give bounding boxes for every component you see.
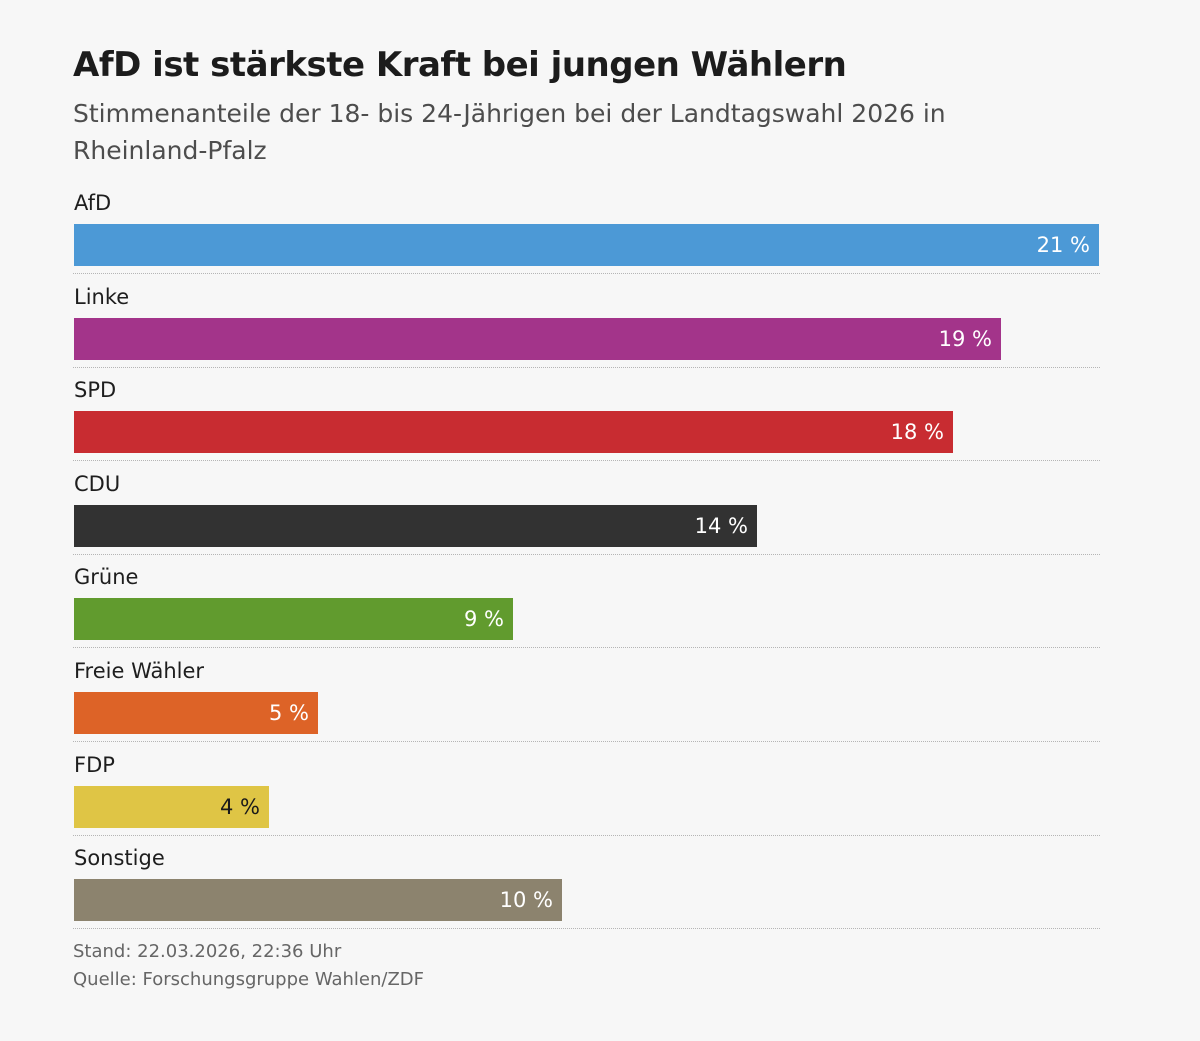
row-divider bbox=[73, 460, 1100, 462]
bar-row-spd: SPD 18 % bbox=[73, 369, 1100, 462]
data-label: 10 % bbox=[499, 888, 553, 913]
category-label: Linke bbox=[74, 284, 130, 309]
chart-footer: Stand: 22.03.2026, 22:36 Uhr Quelle: For… bbox=[73, 938, 424, 994]
bar-row-afd: AfD 21 % bbox=[73, 182, 1100, 275]
data-label: 21 % bbox=[1036, 233, 1090, 257]
row-divider bbox=[73, 741, 1100, 742]
category-label: AfD bbox=[74, 191, 112, 215]
bar-afd: 21 % bbox=[74, 224, 1099, 266]
stand-timestamp: Stand: 22.03.2026, 22:36 Uhr bbox=[73, 941, 342, 962]
bar-linke: 19 % bbox=[74, 317, 1001, 360]
category-label: Sonstige bbox=[74, 846, 165, 871]
category-label: SPD bbox=[74, 378, 117, 403]
data-label: 4 % bbox=[220, 794, 260, 819]
row-divider bbox=[73, 647, 1100, 649]
source-credit: Quelle: Forschungsgruppe Wahlen/ZDF bbox=[73, 969, 424, 990]
bar-row-cdu: CDU 14 % bbox=[73, 463, 1100, 556]
data-label: 14 % bbox=[694, 513, 748, 538]
bar-fdp: 4 % bbox=[74, 785, 269, 828]
category-label: FDP bbox=[74, 752, 115, 777]
bar-cdu: 14 % bbox=[74, 504, 757, 547]
bar-chart: AfD 21 % Linke 19 % SPD 18 % CDU 14 % Grüne 9 % Fr… bbox=[73, 182, 1100, 932]
category-label: CDU bbox=[74, 471, 121, 496]
data-label: 18 % bbox=[890, 420, 944, 445]
data-label: 9 % bbox=[464, 607, 504, 632]
row-divider bbox=[73, 553, 1100, 555]
bar-row-gruene: Grüne 9 % bbox=[73, 556, 1100, 649]
data-label: 5 % bbox=[269, 701, 309, 725]
row-divider bbox=[73, 834, 1100, 836]
row-divider bbox=[73, 366, 1100, 368]
category-label: Freie Wähler bbox=[74, 659, 205, 683]
bar-row-sonstige: Sonstige 10 % bbox=[73, 837, 1100, 930]
category-label: Grüne bbox=[74, 565, 139, 590]
bar-row-fdp: FDP 4 % bbox=[73, 744, 1100, 837]
bar-gruene: 9 % bbox=[74, 598, 513, 641]
row-divider bbox=[73, 273, 1100, 274]
chart-title: AfD ist stärkste Kraft bei jungen Wähler… bbox=[73, 45, 847, 85]
bar-sonstige: 10 % bbox=[74, 879, 562, 922]
bar-row-freie-waehler: Freie Wähler 5 % bbox=[73, 650, 1100, 743]
row-divider bbox=[73, 928, 1100, 930]
chart-subtitle: Stimmenanteile der 18- bis 24-Jährigen b… bbox=[73, 99, 946, 165]
bar-spd: 18 % bbox=[74, 411, 953, 454]
bar-freie-waehler: 5 % bbox=[74, 692, 318, 734]
bar-row-linke: Linke 19 % bbox=[73, 276, 1100, 369]
data-label: 19 % bbox=[938, 326, 992, 351]
